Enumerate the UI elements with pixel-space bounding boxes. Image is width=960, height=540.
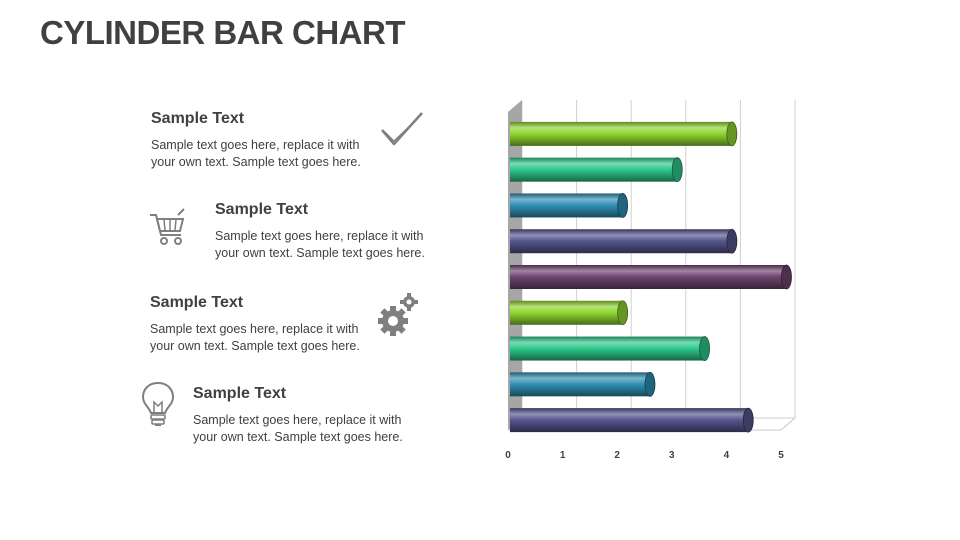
text-block-heading: Sample Text [193,385,287,402]
bar-cap [617,300,629,326]
bar [510,264,792,290]
text-block-heading: Sample Text [151,110,245,127]
text-block-body-line: your own text. Sample text goes here. [193,430,403,444]
bar [510,371,656,397]
x-tick-label: 4 [724,450,730,461]
bar-cap [726,228,738,254]
text-block-body: Sample text goes here, replace it with y… [215,228,475,262]
text-block-body-line: Sample text goes here, replace it with [215,229,424,243]
bar-cap [726,121,738,147]
chart-canvas: 0 1 2 3 4 5 [505,100,796,461]
bar-body [510,193,623,218]
gears-icon [376,292,422,338]
shopping-cart-icon [148,207,188,247]
x-tick-label: 5 [778,450,784,461]
bar-body [510,300,623,325]
bar-cap [671,157,683,183]
bar [510,193,629,218]
text-block-body-line: Sample text goes here, replace it with [150,322,359,336]
x-tick-label: 0 [505,450,511,461]
text-block-body-line: Sample text goes here, replace it with [193,413,402,427]
bar [510,300,629,326]
bar-body [510,229,732,254]
text-block-4: Sample Text Sample text goes here, repla… [193,385,453,446]
bar [510,336,710,361]
bar [510,121,738,147]
text-block-body: Sample text goes here, replace it with y… [193,412,453,446]
bar [510,157,683,183]
checkmark-icon [380,110,426,150]
text-block-body: Sample text goes here, replace it with y… [150,321,410,355]
bar-cap [781,264,792,290]
lightbulb-icon [140,380,176,428]
bar-cap [644,371,656,397]
bar-body [510,157,678,182]
text-block-1: Sample Text Sample text goes here, repla… [151,110,411,171]
text-block-heading: Sample Text [150,294,244,311]
x-tick-label: 1 [560,450,566,461]
text-block-body-line: Sample text goes here, replace it with [151,138,360,152]
text-block-2: Sample Text Sample text goes here, repla… [215,201,475,262]
text-block-body: Sample text goes here, replace it with y… [151,137,411,171]
bar [510,228,738,254]
text-block-3: Sample Text Sample text goes here, repla… [150,294,410,355]
x-tick-label: 3 [669,450,675,461]
bar-cap [742,407,754,433]
x-tick-label: 2 [614,450,620,461]
floor-gridline [780,417,796,431]
bar-body [510,265,787,289]
bar-cap [617,193,629,218]
bar-cap [699,336,710,361]
bar-body [510,372,650,397]
bar-body [510,121,732,146]
bar [510,407,754,433]
bar-body [510,408,749,433]
page-title: CYLINDER BAR CHART [40,14,406,51]
cylinder-bar-chart: 0 1 2 3 4 5 [490,90,820,470]
text-block-heading: Sample Text [215,201,309,218]
bar-body [510,336,705,361]
text-block-body-line: your own text. Sample text goes here. [150,339,360,353]
text-block-body-line: your own text. Sample text goes here. [215,246,425,260]
text-block-body-line: your own text. Sample text goes here. [151,155,361,169]
